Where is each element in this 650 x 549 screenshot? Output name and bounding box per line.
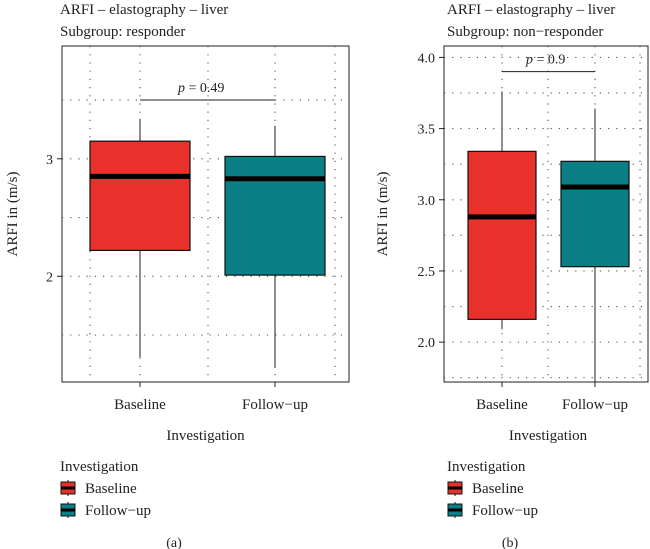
panel-b-baseline-box <box>467 150 537 320</box>
panel-b-y-tick-label-4: 4.0 <box>418 51 436 66</box>
panel-b-plot: 2.0 2.5 3.0 3.5 4.0 Baseline Follow−up p = 0.9 <box>418 51 630 413</box>
panel-b-plot-frame <box>443 45 649 383</box>
panel-b-legend-title: Investigation <box>447 459 526 475</box>
panel-a-x-tick-label-1: Follow−up <box>242 397 308 413</box>
panel-a-caption: (a) <box>166 536 182 549</box>
panel-b-y-axis-label: ARFI in (m/s) <box>375 171 391 256</box>
panel-a-x-tick-label-0: Baseline <box>114 397 166 413</box>
panel-b-followup-box <box>560 160 630 268</box>
panel-b-y-tick-label-3: 3.5 <box>418 123 436 138</box>
panel-b-subtitle: Subgroup: non−responder <box>447 24 603 40</box>
panel-b-caption: (b) <box>502 536 519 549</box>
panel-a: ARFI – elastography – liver Subgroup: re… <box>5 2 350 549</box>
panel-a-y-tick-label-1: 3 <box>46 153 53 168</box>
panel-a-followup-box <box>224 155 326 276</box>
panel-a-p-value-label: p = 0.49 <box>177 81 224 96</box>
panel-b-legend-label-baseline: Baseline <box>472 481 524 497</box>
panel-b-legend-item-followup: Follow−up <box>447 502 538 519</box>
panel-a-y-axis-label: ARFI in (m/s) <box>5 171 21 256</box>
panel-a-plot-frame <box>61 45 350 383</box>
panel-a-legend-title: Investigation <box>60 459 139 475</box>
panel-a-plot: 2 3 Baseline Follow−up p = 0.49 <box>46 81 326 413</box>
panel-a-title: ARFI – elastography – liver <box>60 2 228 18</box>
panel-b-p-value-label: p = 0.9 <box>525 53 565 68</box>
panel-a-baseline-box <box>89 140 191 252</box>
panel-b-x-tick-label-0: Baseline <box>476 397 528 413</box>
panel-b-legend-label-followup: Follow−up <box>472 503 538 519</box>
panel-a-x-axis-label: Investigation <box>166 428 245 444</box>
panel-b: ARFI – elastography – liver Subgroup: no… <box>375 2 649 549</box>
panel-a-legend-label-baseline: Baseline <box>85 481 137 497</box>
panel-a-legend-label-followup: Follow−up <box>85 503 151 519</box>
panel-a-legend-item-followup: Follow−up <box>60 502 151 519</box>
panel-a-y-tick-label-0: 2 <box>46 270 53 285</box>
panel-b-title: ARFI – elastography – liver <box>447 2 615 18</box>
panel-b-y-tick-label-0: 2.0 <box>418 336 436 351</box>
panel-a-subtitle: Subgroup: responder <box>60 24 185 40</box>
panel-b-x-axis-label: Investigation <box>509 428 588 444</box>
panel-b-x-tick-label-1: Follow−up <box>562 397 628 413</box>
panel-b-legend-item-baseline: Baseline <box>447 480 524 497</box>
panel-a-legend-item-baseline: Baseline <box>60 480 137 497</box>
panel-b-y-tick-label-1: 2.5 <box>418 265 436 280</box>
panel-b-y-tick-label-2: 3.0 <box>418 194 436 209</box>
